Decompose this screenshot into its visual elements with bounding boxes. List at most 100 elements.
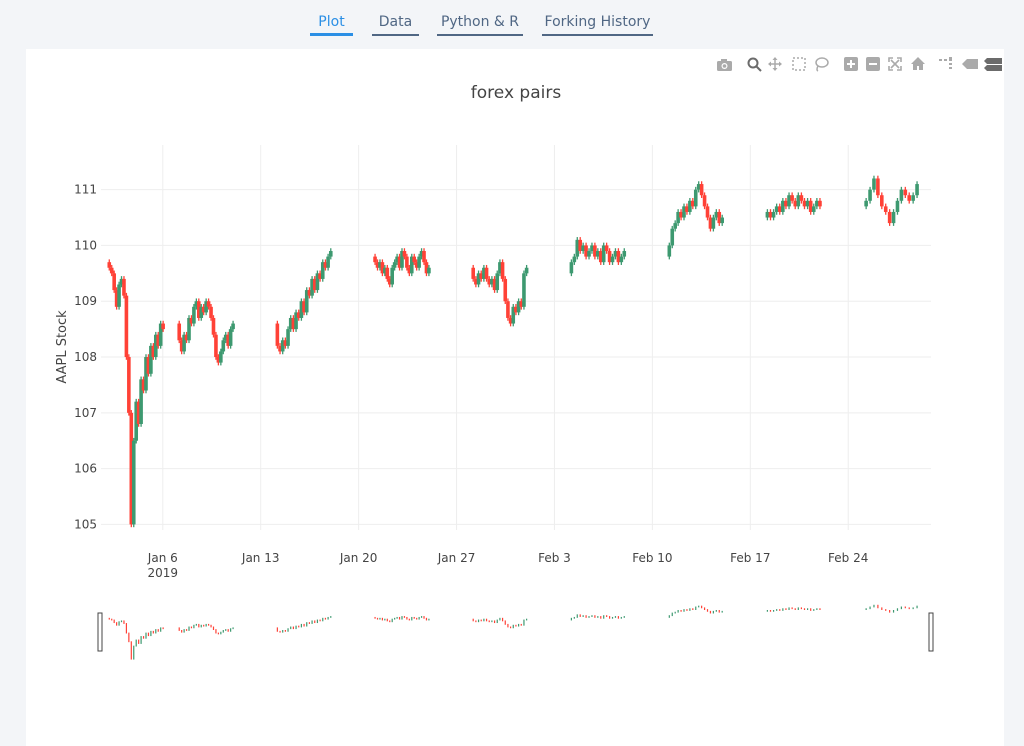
autoscale-icon[interactable] [888, 57, 902, 71]
x-tick-label: Jan 20 [339, 551, 378, 565]
candle-body [696, 184, 701, 190]
zoom-in-icon[interactable] [844, 57, 858, 71]
candle-body [522, 273, 526, 307]
x-tick-label: Feb 24 [828, 551, 868, 565]
home-icon[interactable] [911, 57, 925, 70]
candle-body [880, 195, 884, 207]
zoom-icon[interactable] [747, 57, 762, 72]
candle-body [667, 245, 672, 257]
candle-body [495, 273, 500, 291]
lasso-select-icon[interactable] [815, 57, 829, 72]
y-tick-labels: 105 106 107 108 109 110 111 [74, 183, 97, 532]
candle-body [619, 256, 624, 263]
candle-body [771, 211, 776, 218]
candle-body [189, 317, 194, 324]
candle-body [179, 340, 184, 352]
candle-body [107, 262, 112, 268]
candle-body [407, 267, 412, 274]
candle-body [802, 200, 807, 207]
candle-body [685, 206, 689, 212]
chart-title: forex pairs [471, 83, 562, 103]
candle-body [616, 251, 621, 263]
candle-body [490, 278, 494, 285]
candle-body [323, 262, 328, 268]
candle-body [673, 223, 677, 229]
candle-body [705, 206, 710, 218]
hover-closest-icon[interactable] [962, 59, 978, 69]
candle-body [604, 245, 609, 252]
candle-body [214, 334, 218, 358]
candle-body [141, 379, 146, 391]
candle-body [328, 251, 333, 257]
candle-body [424, 262, 429, 274]
candle-body [903, 189, 908, 196]
candle-body [318, 273, 322, 279]
candle-body [887, 211, 892, 224]
candle-body [688, 200, 692, 212]
candle-body [717, 211, 722, 224]
hover-compare-icon[interactable] [984, 58, 1002, 71]
candle-body [283, 340, 288, 346]
candle-body [679, 211, 683, 218]
candle-body [414, 262, 419, 268]
x-tick-label: Feb 17 [730, 551, 770, 565]
candle-body [114, 290, 119, 307]
spike-lines-icon[interactable] [939, 57, 952, 69]
tab-python-r[interactable]: Python & R [437, 14, 523, 36]
candle-body [498, 262, 502, 274]
tab-data[interactable]: Data [372, 14, 419, 36]
candle-body [864, 200, 868, 207]
y-tick-label: 110 [74, 238, 97, 252]
candle-body [790, 195, 794, 201]
zoom-out-icon[interactable] [866, 57, 880, 71]
candle-body [419, 251, 424, 257]
candle-body [117, 284, 121, 307]
candle-body [693, 189, 698, 207]
candle-body [194, 301, 199, 307]
candle-body [427, 267, 431, 274]
candle-body [390, 267, 394, 285]
tab-plot[interactable]: Plot [310, 14, 353, 36]
candle-body [280, 340, 285, 352]
camera-icon[interactable] [717, 59, 732, 71]
candle-body [378, 262, 382, 268]
candle-body [151, 345, 156, 358]
candle-body [231, 323, 235, 330]
candle-body [380, 262, 385, 274]
range-slider[interactable] [97, 604, 934, 660]
candle-body [811, 206, 816, 212]
y-tick-label: 105 [74, 517, 97, 531]
tab-forking-history[interactable]: Forking History [542, 14, 653, 36]
candle-body [296, 312, 301, 318]
candle-body [796, 195, 801, 207]
candle-body [417, 256, 421, 268]
candle-body [326, 256, 330, 268]
candle-body [610, 256, 615, 263]
candle-body [144, 357, 148, 391]
candle-body [291, 317, 296, 330]
y-tick-label: 108 [74, 350, 97, 364]
candle-body [129, 412, 134, 525]
candle-body [209, 306, 213, 318]
candle-body [487, 278, 492, 285]
box-select-icon[interactable] [792, 57, 806, 71]
pan-icon[interactable] [768, 57, 782, 71]
candle-body [702, 195, 707, 207]
x-tick-sublabel: 2019 [148, 566, 179, 580]
candle-body [310, 278, 314, 296]
slider-handle-left [97, 612, 103, 652]
candle-body [613, 251, 618, 257]
candle-body [808, 200, 813, 212]
candle-body [500, 262, 505, 279]
candle-body [815, 200, 819, 207]
candle-body [781, 200, 785, 212]
candle-body [405, 256, 409, 268]
candle-body [158, 323, 163, 346]
candle-body [228, 329, 233, 346]
candle-body [127, 357, 131, 413]
candle-body [799, 195, 804, 201]
candle-body [112, 273, 116, 291]
candle-body [484, 267, 489, 279]
